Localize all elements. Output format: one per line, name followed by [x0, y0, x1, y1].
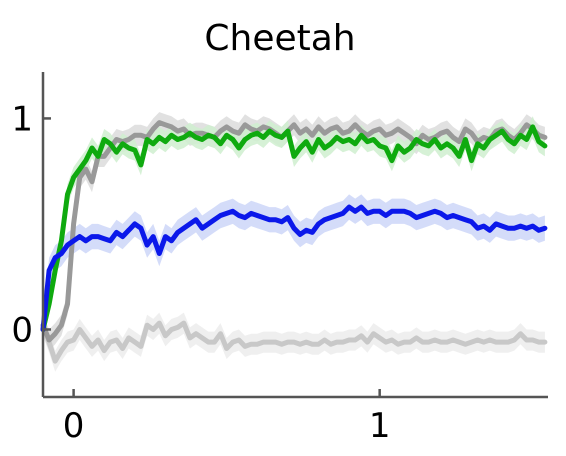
chart-title: Cheetah: [204, 18, 355, 59]
y-tick-label: 1: [11, 99, 33, 139]
series-3-line: [40, 124, 548, 332]
x-tick-label: 1: [369, 406, 391, 446]
series-4-band: [43, 194, 545, 343]
series-4-line: [40, 204, 548, 332]
axis-ticks: 0 1 0 1: [11, 99, 390, 446]
series-2-line: [40, 120, 548, 343]
x-tick-label: 0: [63, 406, 85, 446]
series-lines: [40, 120, 548, 364]
series-1-line: [40, 320, 548, 364]
y-tick-label: 0: [11, 310, 33, 350]
